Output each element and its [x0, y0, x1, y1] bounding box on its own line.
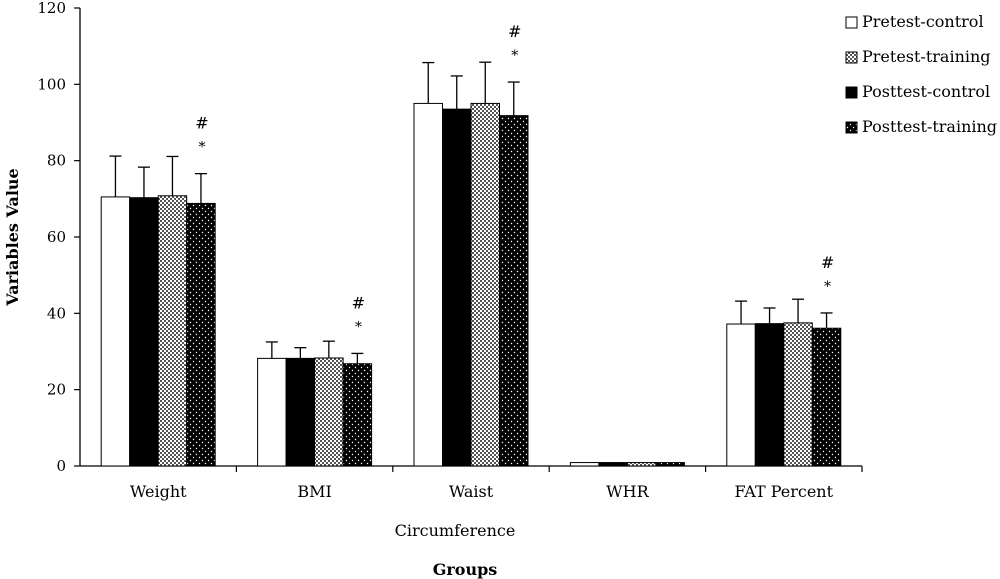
significance-hash: # — [195, 114, 208, 133]
bar — [257, 357, 287, 467]
category-label: WHR — [606, 482, 649, 501]
bar — [569, 462, 600, 467]
y-tick-label: 20 — [47, 381, 66, 399]
bar — [442, 108, 472, 467]
bar — [129, 197, 159, 467]
bar — [598, 462, 628, 467]
bar — [811, 327, 842, 467]
category-label: Waist — [449, 482, 494, 501]
bar — [157, 195, 188, 467]
significance-hash: # — [352, 293, 365, 312]
category-label: FAT Percent — [735, 482, 834, 501]
y-tick-label: 0 — [56, 457, 66, 475]
significance-star: * — [198, 140, 205, 156]
significance-star: * — [355, 319, 362, 335]
y-tick-label: 80 — [47, 152, 66, 170]
bar — [470, 102, 500, 467]
y-tick-label: 120 — [37, 0, 66, 17]
legend-swatch — [845, 51, 858, 64]
y-axis-title: Variables Value — [3, 168, 22, 306]
bars — [100, 102, 842, 467]
bar — [314, 357, 344, 467]
legend-label: Posttest-training — [862, 117, 997, 136]
significance-hash: # — [821, 253, 834, 272]
y-ticks: 0 20 40 60 80 100 120 — [37, 0, 80, 475]
bar — [285, 357, 316, 467]
legend-label: Posttest-control — [862, 82, 990, 101]
category-label: BMI — [297, 482, 331, 501]
significance-hash: # — [508, 22, 521, 41]
legend-swatch — [845, 121, 858, 134]
x-axis-subtitle: Circumference — [395, 521, 516, 540]
bar — [342, 363, 373, 467]
legend-label: Pretest-training — [862, 47, 991, 66]
bar — [186, 202, 216, 467]
significance-annotations: * # * # * # * # — [195, 22, 834, 335]
bar — [626, 462, 657, 467]
y-tick-label: 100 — [37, 75, 66, 93]
legend-label: Pretest-control — [862, 12, 984, 31]
y-tick-label: 60 — [47, 228, 66, 246]
y-tick-label: 40 — [47, 304, 66, 322]
significance-star: * — [511, 48, 518, 64]
x-ticks: Weight BMI Waist WHR FAT Percent — [130, 466, 863, 501]
bar — [413, 102, 443, 467]
bar — [655, 462, 685, 467]
category-label: Weight — [130, 482, 187, 501]
bar — [754, 323, 785, 467]
significance-star: * — [824, 279, 831, 295]
x-axis-title: Groups — [433, 560, 498, 579]
error-bars — [109, 61, 833, 364]
bar — [499, 115, 529, 467]
legend-swatch — [845, 86, 858, 99]
bar — [783, 322, 813, 467]
legend-swatch — [845, 16, 858, 29]
bar — [100, 196, 131, 467]
legend: Pretest-control Pretest-training Posttest-… — [845, 12, 997, 136]
bar — [726, 323, 756, 467]
